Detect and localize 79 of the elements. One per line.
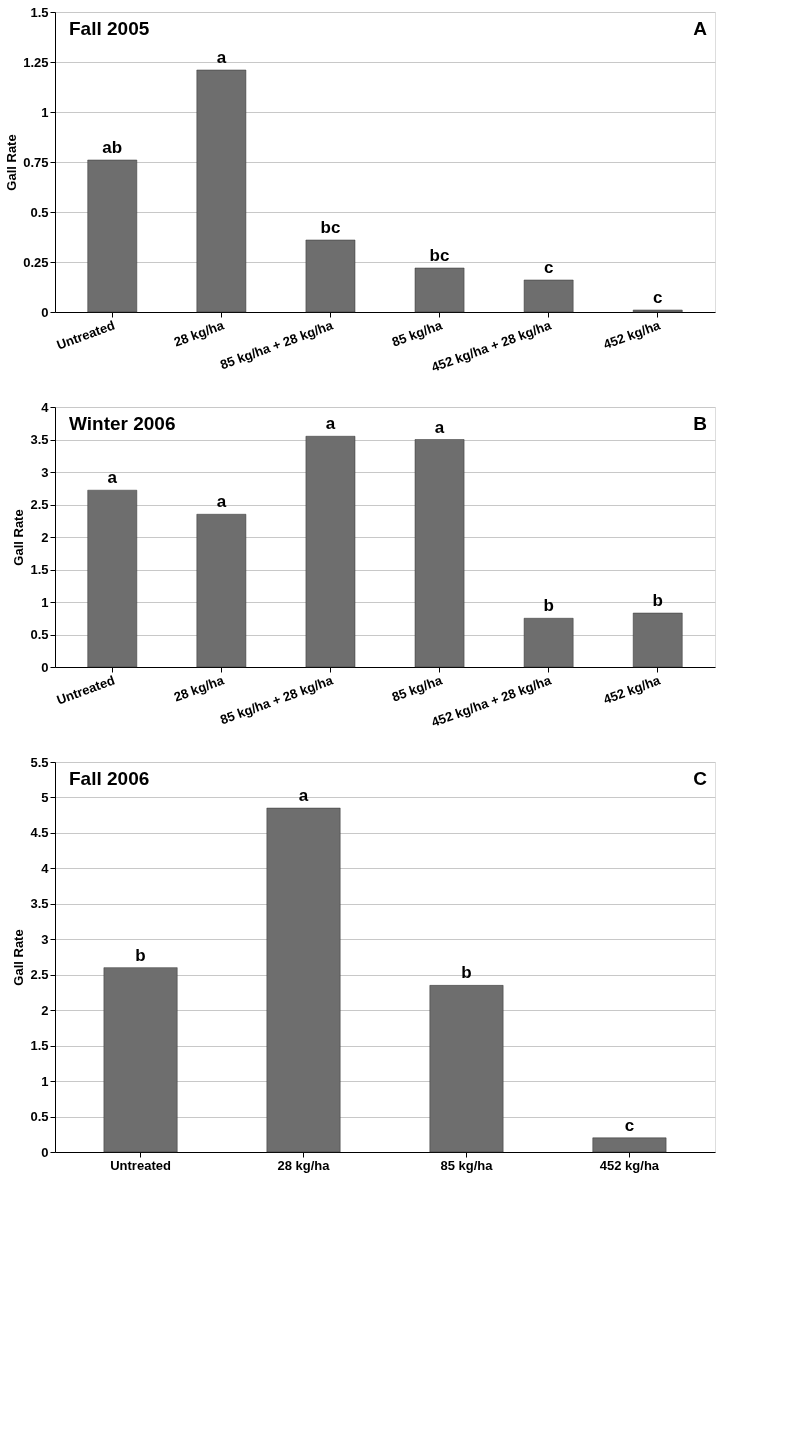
x-tick-label: 85 kg/ha <box>389 672 445 705</box>
bar <box>87 489 138 668</box>
x-tick-label: 452 kg/ha <box>599 1157 660 1173</box>
chart-title: Winter 2006 <box>69 413 176 434</box>
data-label: b <box>652 591 663 611</box>
x-tick-label: 28 kg/ha <box>171 317 227 350</box>
data-label: c <box>543 258 554 277</box>
y-tick-label: 2.5 <box>30 967 49 983</box>
y-tick-label: 4 <box>41 399 50 415</box>
data-label: bc <box>320 218 341 237</box>
y-tick-label: 1.5 <box>30 562 49 577</box>
data-label: a <box>216 492 227 512</box>
y-tick-label: 0.75 <box>23 154 49 170</box>
x-tick-label: 85 kg/ha <box>389 317 445 350</box>
bar <box>523 279 574 313</box>
y-tick-label: 2 <box>41 1002 49 1018</box>
y-tick-label: 0 <box>41 659 49 675</box>
y-tick-label: 4.5 <box>30 825 49 841</box>
bar <box>266 807 341 1153</box>
y-axis-title: Gall Rate <box>11 509 27 566</box>
y-tick-label: 3.5 <box>30 896 49 912</box>
chart-title: Fall 2006 <box>69 768 150 789</box>
y-tick-label: 0 <box>41 304 49 320</box>
y-tick-label: 0.5 <box>30 1109 49 1125</box>
bar <box>523 618 574 668</box>
y-tick-label: 4 <box>41 860 50 876</box>
x-tick-label: 28 kg/ha <box>171 672 227 705</box>
y-tick-label: 0.5 <box>30 627 49 642</box>
x-tick-label: 452 kg/ha <box>601 317 663 352</box>
data-label: a <box>298 786 309 806</box>
data-label: c <box>652 288 663 307</box>
x-tick-label: 452 kg/ha <box>601 672 663 707</box>
annotation: B <box>693 413 707 434</box>
bar <box>429 985 504 1153</box>
bar <box>592 1137 667 1153</box>
y-tick-label: 2.5 <box>30 497 49 512</box>
y-tick-label: 0.5 <box>30 204 49 220</box>
bar <box>196 514 247 668</box>
data-label: a <box>325 414 336 434</box>
bar <box>196 69 247 313</box>
y-axis-title: Gall Rate <box>4 134 20 191</box>
data-label: b <box>461 963 472 983</box>
y-tick-label: 1 <box>41 1073 49 1089</box>
y-tick-label: 0.25 <box>23 254 49 270</box>
bar <box>305 436 356 668</box>
bar <box>87 159 138 313</box>
data-label: b <box>543 596 554 616</box>
annotation: C <box>693 768 708 789</box>
bar <box>305 239 356 313</box>
y-tick-label: 0 <box>41 1144 49 1160</box>
bar <box>632 612 683 668</box>
y-tick-label: 5.5 <box>30 754 49 770</box>
data-label: ab <box>102 138 123 157</box>
bar <box>414 267 465 313</box>
y-tick-label: 1 <box>41 594 49 610</box>
y-axis-title: Gall Rate <box>11 929 27 986</box>
y-tick-label: 3 <box>41 464 49 480</box>
chart-title: Fall 2005 <box>69 18 150 39</box>
x-tick-label: 28 kg/ha <box>277 1157 331 1173</box>
bar <box>103 967 178 1153</box>
data-label: bc <box>429 246 450 265</box>
y-tick-label: 5 <box>41 789 49 805</box>
x-tick-label: 85 kg/ha <box>440 1157 494 1173</box>
data-label: c <box>624 1115 635 1135</box>
bar <box>632 309 683 313</box>
y-tick-label: 1.25 <box>23 54 49 70</box>
bar <box>414 439 465 668</box>
data-label: a <box>434 417 445 437</box>
y-tick-label: 2 <box>41 529 49 545</box>
y-tick-label: 3.5 <box>30 432 49 447</box>
data-label: b <box>135 945 146 965</box>
y-tick-label: 1.5 <box>30 4 49 20</box>
y-tick-label: 3 <box>41 931 49 947</box>
data-label: a <box>107 468 118 488</box>
annotation: A <box>693 18 708 39</box>
y-tick-label: 1.5 <box>30 1038 49 1054</box>
y-tick-label: 1 <box>41 104 49 120</box>
x-tick-label: Untreated <box>110 1157 171 1173</box>
data-label: a <box>216 48 227 67</box>
